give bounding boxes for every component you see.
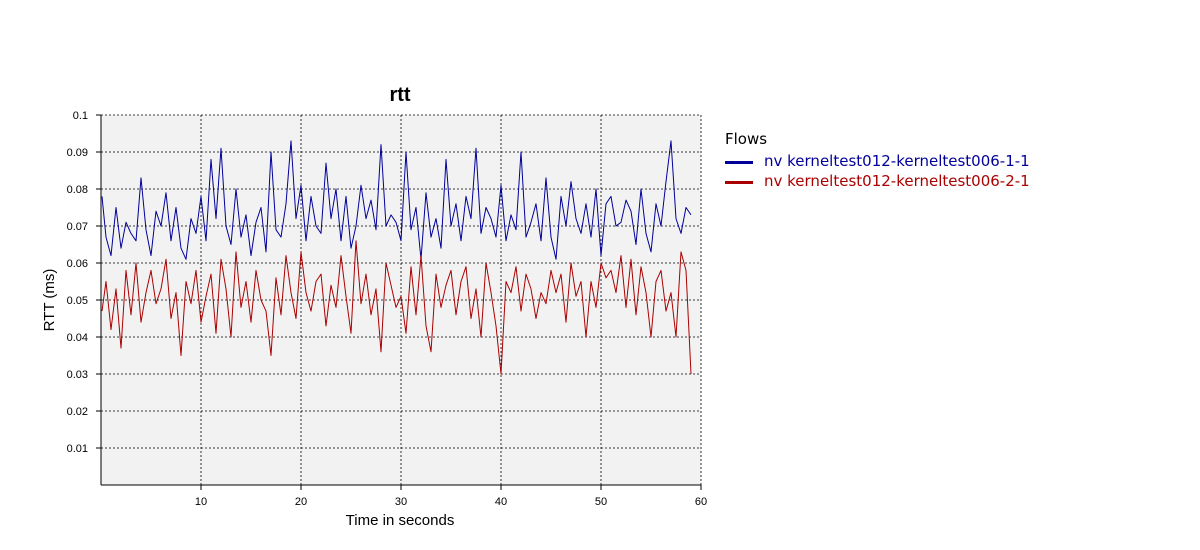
x-axis-label: Time in seconds [346, 512, 455, 529]
x-tick-label: 30 [395, 496, 407, 508]
y-tick-label: 0.03 [67, 369, 88, 381]
legend-swatch-flow-1 [725, 160, 753, 164]
x-tick-label: 60 [695, 496, 707, 508]
tick-labels: 0.01 0.02 0.03 0.04 0.05 0.06 0.07 0.08 0.09 0.1 1… [67, 110, 708, 508]
y-tick-label: 0.08 [67, 184, 88, 196]
legend-label-flow-1: nv kerneltest012-kerneltest006-1-1 [764, 152, 1030, 170]
y-tick-label: 0.06 [67, 258, 88, 270]
y-tick-label: 0.07 [67, 221, 88, 233]
y-tick-label: 0.05 [67, 295, 88, 307]
gridlines [101, 114, 702, 485]
y-tick-label: 0.02 [67, 406, 88, 418]
series-line-flow-2 [101, 240, 692, 375]
legend-swatch-flow-2 [725, 180, 753, 184]
x-tick-label: 20 [295, 496, 307, 508]
chart-title: rtt [389, 84, 410, 106]
axes [96, 114, 702, 490]
legend-item-flow-2: nv kerneltest012-kerneltest006-2-1 [725, 171, 1030, 191]
y-tick-label: 0.01 [67, 443, 88, 455]
x-tick-label: 10 [195, 496, 207, 508]
series-layer [101, 140, 692, 375]
y-tick-label: 0.1 [73, 110, 88, 122]
x-tick-label: 50 [595, 496, 607, 508]
legend: Flows nv kerneltest012-kerneltest006-1-1… [725, 130, 1030, 191]
legend-label-flow-2: nv kerneltest012-kerneltest006-2-1 [764, 172, 1030, 190]
legend-title: Flows [725, 130, 768, 148]
y-tick-label: 0.04 [67, 332, 88, 344]
series-line-flow-1 [101, 140, 692, 260]
legend-item-flow-1: nv kerneltest012-kerneltest006-1-1 [725, 151, 1030, 171]
x-tick-label: 40 [495, 496, 507, 508]
y-tick-label: 0.09 [67, 147, 88, 159]
y-axis-label: RTT (ms) [41, 269, 58, 332]
